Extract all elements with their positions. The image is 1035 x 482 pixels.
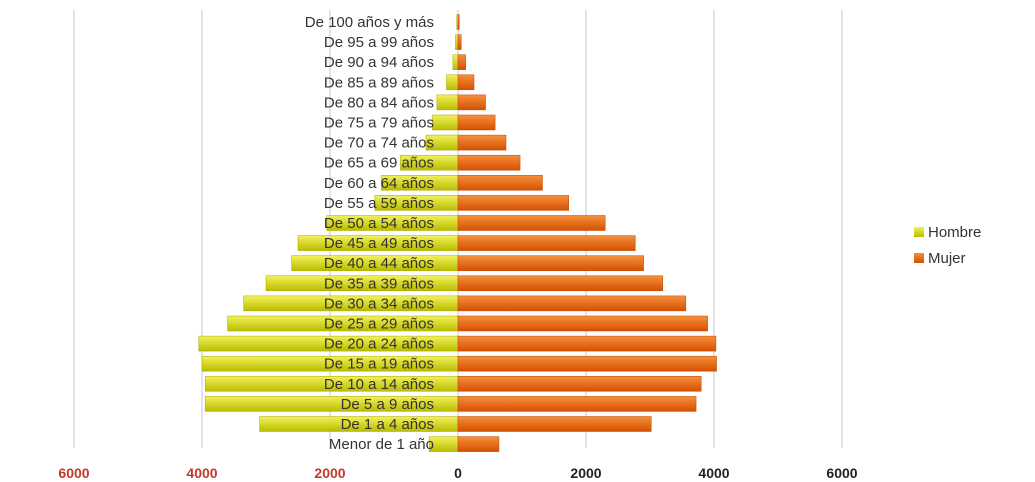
category-label: De 35 a 39 años xyxy=(324,275,434,292)
bar-mujer xyxy=(457,195,569,211)
bar-mujer xyxy=(457,436,500,452)
legend: Hombre Mujer xyxy=(914,224,981,267)
x-axis-ticks: 6000 4000 2000 0 2000 4000 6000 xyxy=(58,465,857,481)
x-tick-label: 2000 xyxy=(570,465,601,481)
category-label: De 50 a 54 años xyxy=(324,215,434,232)
bar-mujer xyxy=(457,34,462,50)
x-tick-label: 4000 xyxy=(698,465,729,481)
category-label: De 90 a 94 años xyxy=(324,54,434,71)
x-tick-label: 6000 xyxy=(58,465,89,481)
legend-swatch xyxy=(914,227,924,237)
bar-mujer xyxy=(457,175,543,191)
category-label: De 40 a 44 años xyxy=(324,255,434,272)
category-label: De 5 a 9 años xyxy=(341,396,434,413)
category-label: De 45 a 49 años xyxy=(324,235,434,252)
x-tick-label: 4000 xyxy=(186,465,217,481)
category-label: De 70 a 74 años xyxy=(324,135,434,152)
bar-hombre xyxy=(452,54,459,70)
category-label: De 80 a 84 años xyxy=(324,94,434,111)
category-label: De 75 a 79 años xyxy=(324,115,434,132)
category-label: De 1 a 4 años xyxy=(341,416,434,433)
bar-mujer xyxy=(457,315,708,332)
category-labels: De 100 años y más De 95 a 99 años De 90 a … xyxy=(305,14,434,453)
bar-mujer xyxy=(457,94,486,111)
bars xyxy=(198,14,717,452)
category-label: De 65 a 69 años xyxy=(324,155,434,172)
category-label: De 20 a 24 años xyxy=(324,336,434,353)
category-label: De 15 a 19 años xyxy=(324,356,434,373)
category-label: De 60 a 64 años xyxy=(324,175,434,192)
x-tick-label: 0 xyxy=(454,465,462,481)
category-label: De 10 a 14 años xyxy=(324,376,434,393)
bar-hombre xyxy=(432,114,459,131)
category-label: De 95 a 99 años xyxy=(324,34,434,51)
bar-mujer xyxy=(457,134,507,151)
bar-mujer xyxy=(457,275,664,292)
bar-mujer xyxy=(457,376,702,392)
category-label: Menor de 1 año xyxy=(329,436,434,453)
bar-hombre xyxy=(436,94,459,111)
bar-mujer xyxy=(457,54,466,70)
x-tick-label: 2000 xyxy=(314,465,345,481)
bar-mujer xyxy=(457,255,644,271)
bar-mujer xyxy=(457,235,636,251)
bar-mujer xyxy=(457,396,697,412)
bar-mujer xyxy=(457,114,496,131)
bar-hombre xyxy=(446,74,459,91)
bar-mujer xyxy=(457,335,717,352)
category-label: De 55 a 59 años xyxy=(324,195,434,212)
legend-label: Mujer xyxy=(928,250,966,267)
category-label: De 100 años y más xyxy=(305,14,434,31)
x-tick-label: 6000 xyxy=(826,465,857,481)
legend-swatch xyxy=(914,253,924,263)
category-label: De 25 a 29 años xyxy=(324,316,434,333)
bar-mujer xyxy=(457,355,717,372)
bar-mujer xyxy=(457,154,521,171)
bar-mujer xyxy=(457,74,475,91)
category-label: De 85 a 89 años xyxy=(324,74,434,91)
legend-label: Hombre xyxy=(928,224,981,241)
bar-mujer xyxy=(457,416,652,432)
category-label: De 30 a 34 años xyxy=(324,295,434,312)
bar-mujer xyxy=(457,215,606,231)
bar-mujer xyxy=(457,295,687,312)
bar-mujer xyxy=(457,14,460,30)
bar-hombre xyxy=(455,34,459,50)
